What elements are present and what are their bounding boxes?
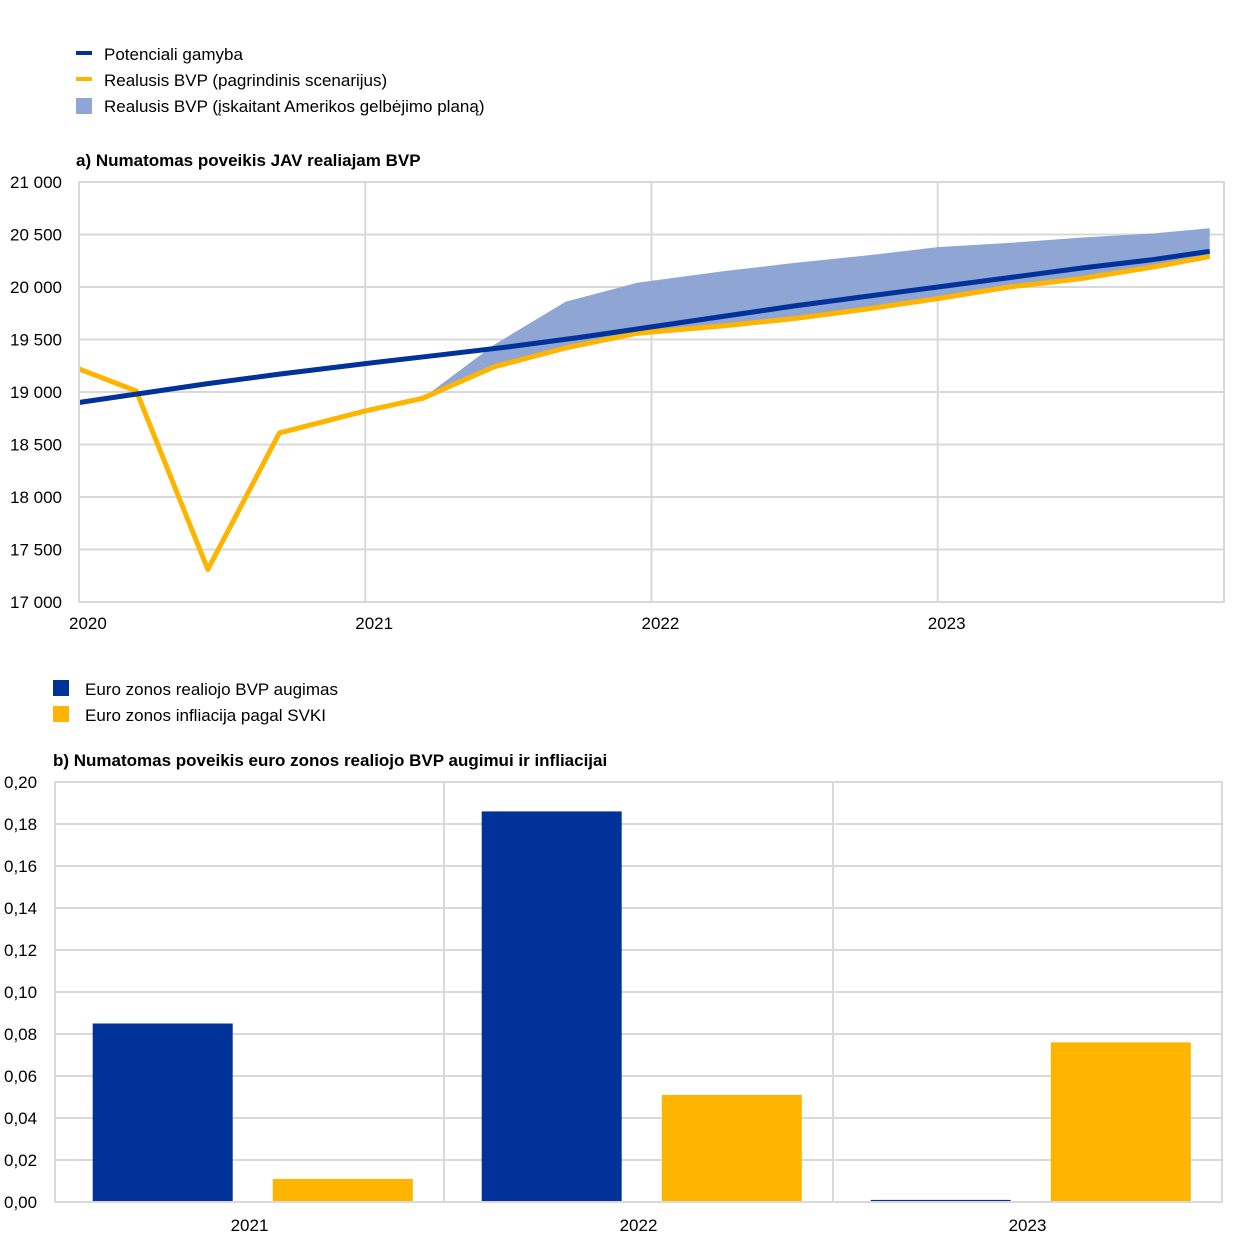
chart-a-y-axis: 21 000 20 500 20 000 19 500 19 000 18 500 18 0… bbox=[10, 173, 62, 612]
chart-b-y-tick-label: 0,20 bbox=[4, 773, 37, 792]
legend-swatch-hicp-inflation bbox=[53, 706, 69, 722]
chart-b-y-tick-label: 0,00 bbox=[4, 1193, 37, 1212]
legend-swatch-gdp-growth bbox=[53, 680, 69, 696]
legend-item-hicp-inflation: Euro zonos infliacija pagal SVKI bbox=[53, 706, 326, 725]
legend-label-hicp-inflation: Euro zonos infliacija pagal SVKI bbox=[85, 706, 326, 725]
chart-a-x-tick-label: 2022 bbox=[642, 614, 680, 633]
chart-b-y-tick-label: 0,04 bbox=[4, 1109, 37, 1128]
chart-b-bars bbox=[92, 811, 1191, 1202]
chart-b-y-tick-label: 0,10 bbox=[4, 983, 37, 1002]
legend-swatch-real-gdp-rescue-plan bbox=[76, 98, 92, 114]
legend-item-potential-output: Potenciali gamyba bbox=[76, 45, 243, 64]
legend-label-real-gdp-baseline: Realusis BVP (pagrindinis scenarijus) bbox=[104, 71, 387, 90]
bar-gdp-growth-2021 bbox=[92, 1023, 233, 1202]
legend-swatch-potential-output bbox=[76, 51, 92, 55]
legend-item-real-gdp-baseline: Realusis BVP (pagrindinis scenarijus) bbox=[76, 71, 387, 90]
chart-b-grid bbox=[55, 781, 1222, 1203]
chart-a-x-tick-label: 2021 bbox=[355, 614, 393, 633]
chart-b-title: b) Numatomas poveikis euro zonos realioj… bbox=[53, 751, 607, 770]
chart-b-y-tick-label: 0,02 bbox=[4, 1151, 37, 1170]
chart-b: Euro zonos realiojo BVP augimas Euro zon… bbox=[4, 680, 1223, 1235]
bar-hicp-inflation-2021 bbox=[272, 1178, 413, 1202]
chart-a-y-tick-label: 18 500 bbox=[10, 436, 62, 455]
chart-a-title: a) Numatomas poveikis JAV realiajam BVP bbox=[76, 151, 421, 170]
chart-a-y-tick-label: 17 500 bbox=[10, 541, 62, 560]
chart-a-y-tick-label: 18 000 bbox=[10, 488, 62, 507]
legend-swatch-real-gdp-baseline bbox=[76, 77, 92, 81]
bar-hicp-inflation-2022 bbox=[661, 1094, 802, 1202]
chart-a-plot bbox=[78, 228, 1211, 572]
chart-b-y-tick-label: 0,08 bbox=[4, 1025, 37, 1044]
chart-b-x-tick-label: 2021 bbox=[231, 1216, 269, 1235]
chart-b-x-tick-label: 2022 bbox=[620, 1216, 658, 1235]
legend-label-potential-output: Potenciali gamyba bbox=[104, 45, 243, 64]
chart-a-x-axis: 2020 2021 2022 2023 bbox=[69, 614, 966, 633]
chart-a-y-tick-label: 19 500 bbox=[10, 331, 62, 350]
chart-b-y-tick-label: 0,06 bbox=[4, 1067, 37, 1086]
chart-b-plot-frame bbox=[54, 781, 1223, 1203]
chart-a-y-tick-label: 21 000 bbox=[10, 173, 62, 192]
chart-b-x-axis: 2021 2022 2023 bbox=[231, 1216, 1047, 1235]
series-real-gdp-baseline-line bbox=[78, 254, 1211, 572]
chart-a: Potenciali gamyba Realusis BVP (pagrindi… bbox=[10, 45, 1225, 633]
chart-a-y-tick-label: 20 000 bbox=[10, 278, 62, 297]
chart-b-y-tick-label: 0,18 bbox=[4, 815, 37, 834]
bar-gdp-growth-2022 bbox=[481, 811, 622, 1202]
chart-b-x-tick-label: 2023 bbox=[1009, 1216, 1047, 1235]
chart-a-legend: Potenciali gamyba Realusis BVP (pagrindi… bbox=[76, 45, 484, 116]
bar-hicp-inflation-2023 bbox=[1050, 1042, 1191, 1202]
chart-b-legend: Euro zonos realiojo BVP augimas Euro zon… bbox=[53, 680, 338, 725]
legend-item-real-gdp-rescue-plan: Realusis BVP (įskaitant Amerikos gelbėji… bbox=[76, 97, 484, 116]
chart-a-y-tick-label: 19 000 bbox=[10, 383, 62, 402]
chart-a-y-tick-label: 17 000 bbox=[10, 593, 62, 612]
chart-b-y-axis: 0,20 0,18 0,16 0,14 0,12 0,10 0,08 0,06 0,04 0,02… bbox=[4, 773, 37, 1212]
legend-label-real-gdp-rescue-plan: Realusis BVP (įskaitant Amerikos gelbėji… bbox=[104, 97, 484, 116]
chart-a-x-tick-label: 2020 bbox=[69, 614, 107, 633]
chart-a-y-tick-label: 20 500 bbox=[10, 226, 62, 245]
legend-item-gdp-growth: Euro zonos realiojo BVP augimas bbox=[53, 680, 338, 699]
chart-b-y-tick-label: 0,16 bbox=[4, 857, 37, 876]
chart-a-plot-frame bbox=[78, 181, 1225, 603]
legend-label-gdp-growth: Euro zonos realiojo BVP augimas bbox=[85, 680, 338, 699]
chart-b-y-tick-label: 0,12 bbox=[4, 941, 37, 960]
chart-b-y-tick-label: 0,14 bbox=[4, 899, 37, 918]
series-potential-output-line bbox=[78, 248, 1211, 405]
chart-a-x-tick-label: 2023 bbox=[928, 614, 966, 633]
bar-gdp-growth-2023 bbox=[870, 1199, 1011, 1202]
